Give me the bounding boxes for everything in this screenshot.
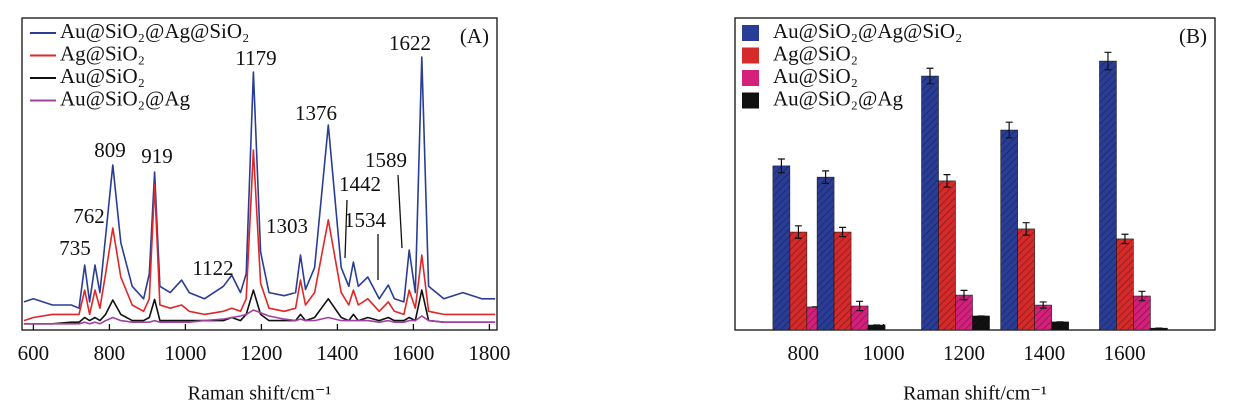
legend-swatch: [742, 92, 759, 109]
peak-label: 1589: [365, 148, 407, 172]
x-tick-label: 1400: [316, 341, 358, 365]
error-bar: [1039, 301, 1047, 309]
peak-label: 1622: [389, 31, 431, 55]
error-bar: [1104, 51, 1112, 71]
leader-line: [397, 174, 403, 249]
error-bar: [1121, 233, 1129, 245]
peak-label: 919: [141, 144, 173, 168]
error-bar: [960, 289, 968, 301]
bar-hatch: [1034, 305, 1052, 330]
x-axis-label: Raman shift/cm⁻¹: [188, 383, 332, 405]
peak-label: 762: [73, 204, 105, 228]
bar-hatch: [1116, 238, 1134, 330]
peak-label: 1534: [344, 208, 387, 232]
legend-label: Au@SiO₂@Ag: [773, 86, 904, 110]
x-tick-label: 1000: [863, 341, 905, 365]
peak-label: 735: [59, 236, 91, 260]
error-bar: [777, 158, 785, 174]
bar-hatch: [921, 76, 939, 330]
bar-hatch: [938, 180, 956, 330]
error-bar: [926, 67, 934, 85]
bar-hatch: [972, 315, 990, 330]
x-tick-label: 800: [788, 341, 820, 365]
legend-swatch: [742, 70, 759, 86]
bar-hatch: [1017, 228, 1035, 330]
peak-label: 809: [94, 138, 126, 162]
bar-hatch: [1133, 295, 1151, 330]
legend-label: Au@SiO₂@Ag: [60, 86, 191, 110]
error-bar: [794, 225, 802, 239]
spectrum-line: [23, 289, 496, 325]
legend-label: Au@SiO₂: [60, 64, 145, 88]
bar-hatch: [834, 232, 852, 330]
panel-label: (B): [1179, 24, 1207, 48]
bar-hatch: [868, 325, 886, 330]
bar-hatch: [1099, 61, 1117, 330]
peak-label: 1303: [266, 214, 308, 238]
legend-swatch: [742, 47, 759, 64]
bar-hatch: [789, 232, 807, 330]
spectrum-line: [23, 309, 496, 325]
x-tick-label: 1200: [943, 341, 985, 365]
peak-label: 1179: [235, 46, 276, 70]
bar-hatch: [851, 305, 869, 330]
x-tick-label: 1600: [1104, 341, 1146, 365]
panel-label: (A): [460, 24, 489, 48]
plot-frame: [21, 17, 498, 331]
peak-label: 1442: [339, 172, 381, 196]
bar-hatch: [1000, 130, 1018, 330]
legend-swatch: [742, 25, 759, 41]
x-tick-label: 1400: [1023, 341, 1065, 365]
x-tick-label: 1000: [164, 341, 206, 365]
error-bar: [822, 170, 830, 184]
x-tick-label: 1200: [240, 341, 282, 365]
x-tick-label: 800: [94, 341, 126, 365]
bar-hatch: [817, 177, 835, 330]
error-bar: [943, 174, 951, 188]
x-axis-label: Raman shift/cm⁻¹: [903, 383, 1047, 405]
spectrum-line: [23, 149, 496, 322]
legend-label: Ag@SiO₂: [773, 41, 858, 65]
error-bar: [1022, 222, 1030, 236]
leader-line: [344, 199, 348, 259]
error-bar: [1138, 290, 1146, 302]
legend-label: Ag@SiO₂: [60, 41, 145, 65]
legend-label: Au@SiO₂@Ag@SiO₂: [60, 19, 249, 43]
error-bar: [856, 300, 864, 312]
error-bar: [1005, 121, 1013, 139]
bar-hatch: [1150, 328, 1168, 330]
peak-label: 1376: [295, 101, 337, 125]
bar-hatch: [772, 165, 790, 330]
legend-label: Au@SiO₂@Ag@SiO₂: [773, 19, 962, 43]
bar-hatch: [955, 295, 973, 330]
x-tick-label: 1600: [392, 341, 434, 365]
x-tick-label: 1800: [468, 341, 510, 365]
legend-label: Au@SiO₂: [773, 64, 858, 88]
x-tick-label: 600: [18, 341, 50, 365]
spectrum-line: [23, 56, 496, 309]
error-bar: [839, 226, 847, 238]
peak-label: 1122: [192, 256, 233, 280]
bar-hatch: [1051, 321, 1069, 330]
